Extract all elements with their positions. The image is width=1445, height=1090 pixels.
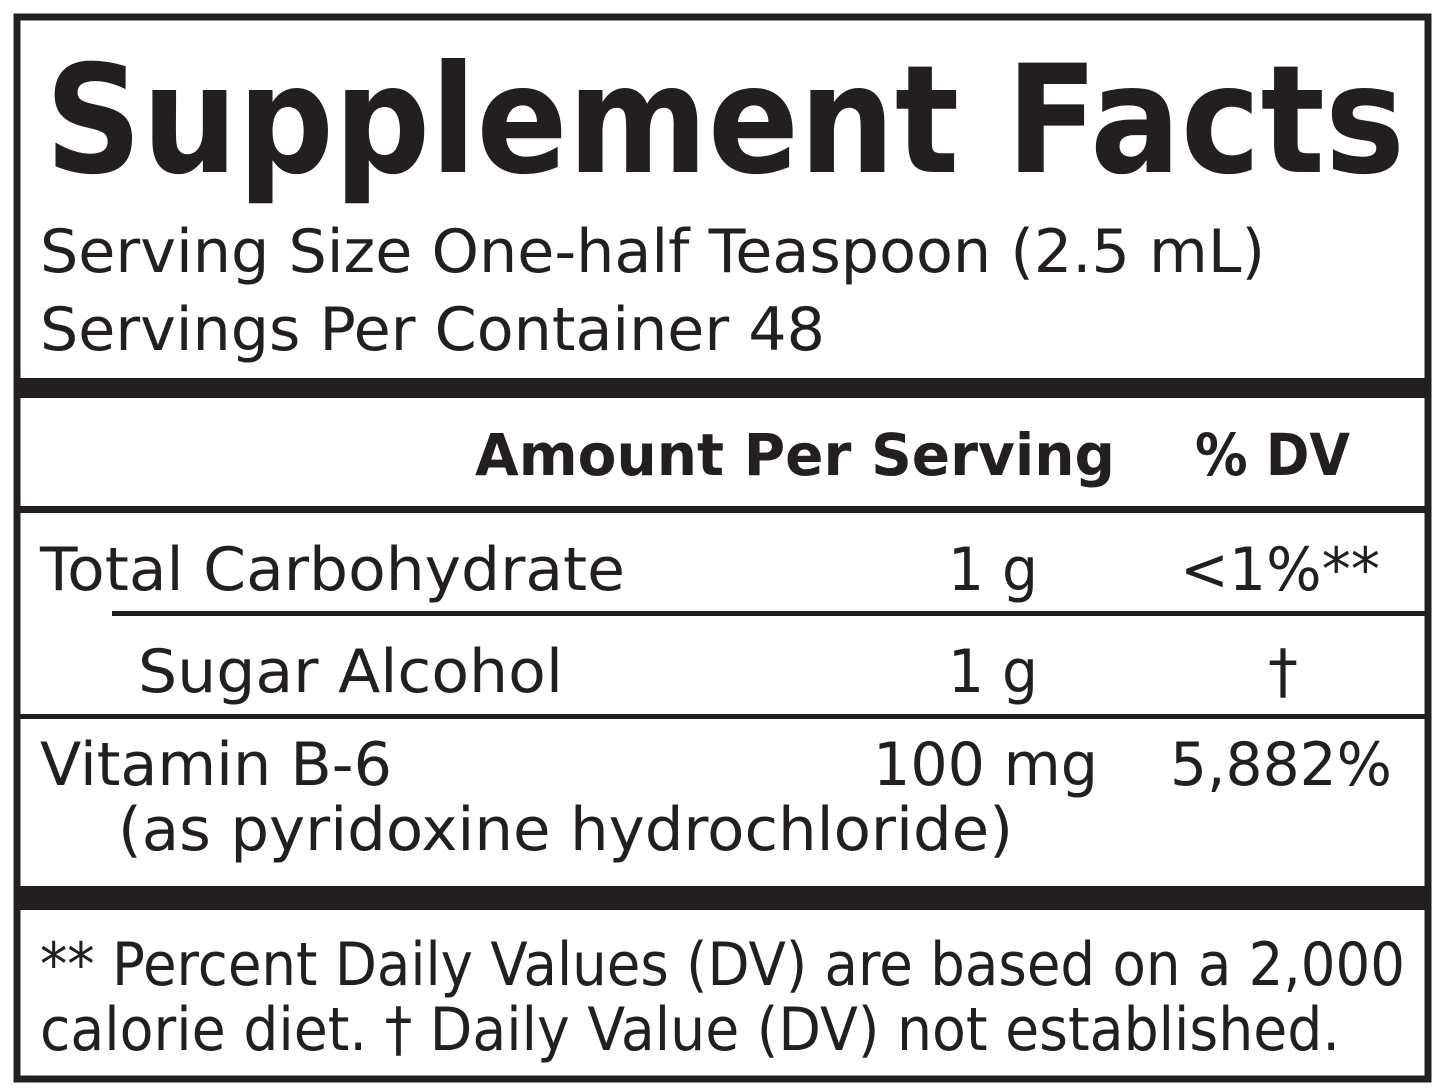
nutrient-amount: 100 mg [873,730,1098,800]
servings-per-container: Servings Per Container 48 [40,295,825,365]
thick-rule [17,378,1428,398]
footnote: calorie diet. † Daily Value (DV) not est… [40,995,1340,1065]
footnote: ** Percent Daily Values (DV) are based o… [40,930,1405,1000]
nutrient-name: Total Carbohydrate [39,535,625,605]
nutrient-detail: (as pyridoxine hydrochloride) [118,795,1013,865]
nutrient-amount: 1 g [948,535,1038,605]
nutrient-dv: 5,882% [1170,730,1392,800]
nutrient-dv: † [1268,637,1298,707]
thick-rule [17,886,1428,910]
nutrient-dv: <1%** [1180,535,1380,605]
nutrient-name: Vitamin B-6 [40,730,392,800]
nutrient-amount: 1 g [948,637,1038,707]
column-header: % DV [1195,421,1350,489]
title: Supplement Facts [45,34,1405,208]
serving-size: Serving Size One-half Teaspoon (2.5 mL) [40,217,1265,287]
indent-rule [112,611,1428,616]
column-header: Amount Per Serving [475,421,1115,489]
rule [17,714,1428,719]
rule [17,506,1428,513]
nutrient-name: Sugar Alcohol [138,637,563,707]
border [13,13,1432,1083]
